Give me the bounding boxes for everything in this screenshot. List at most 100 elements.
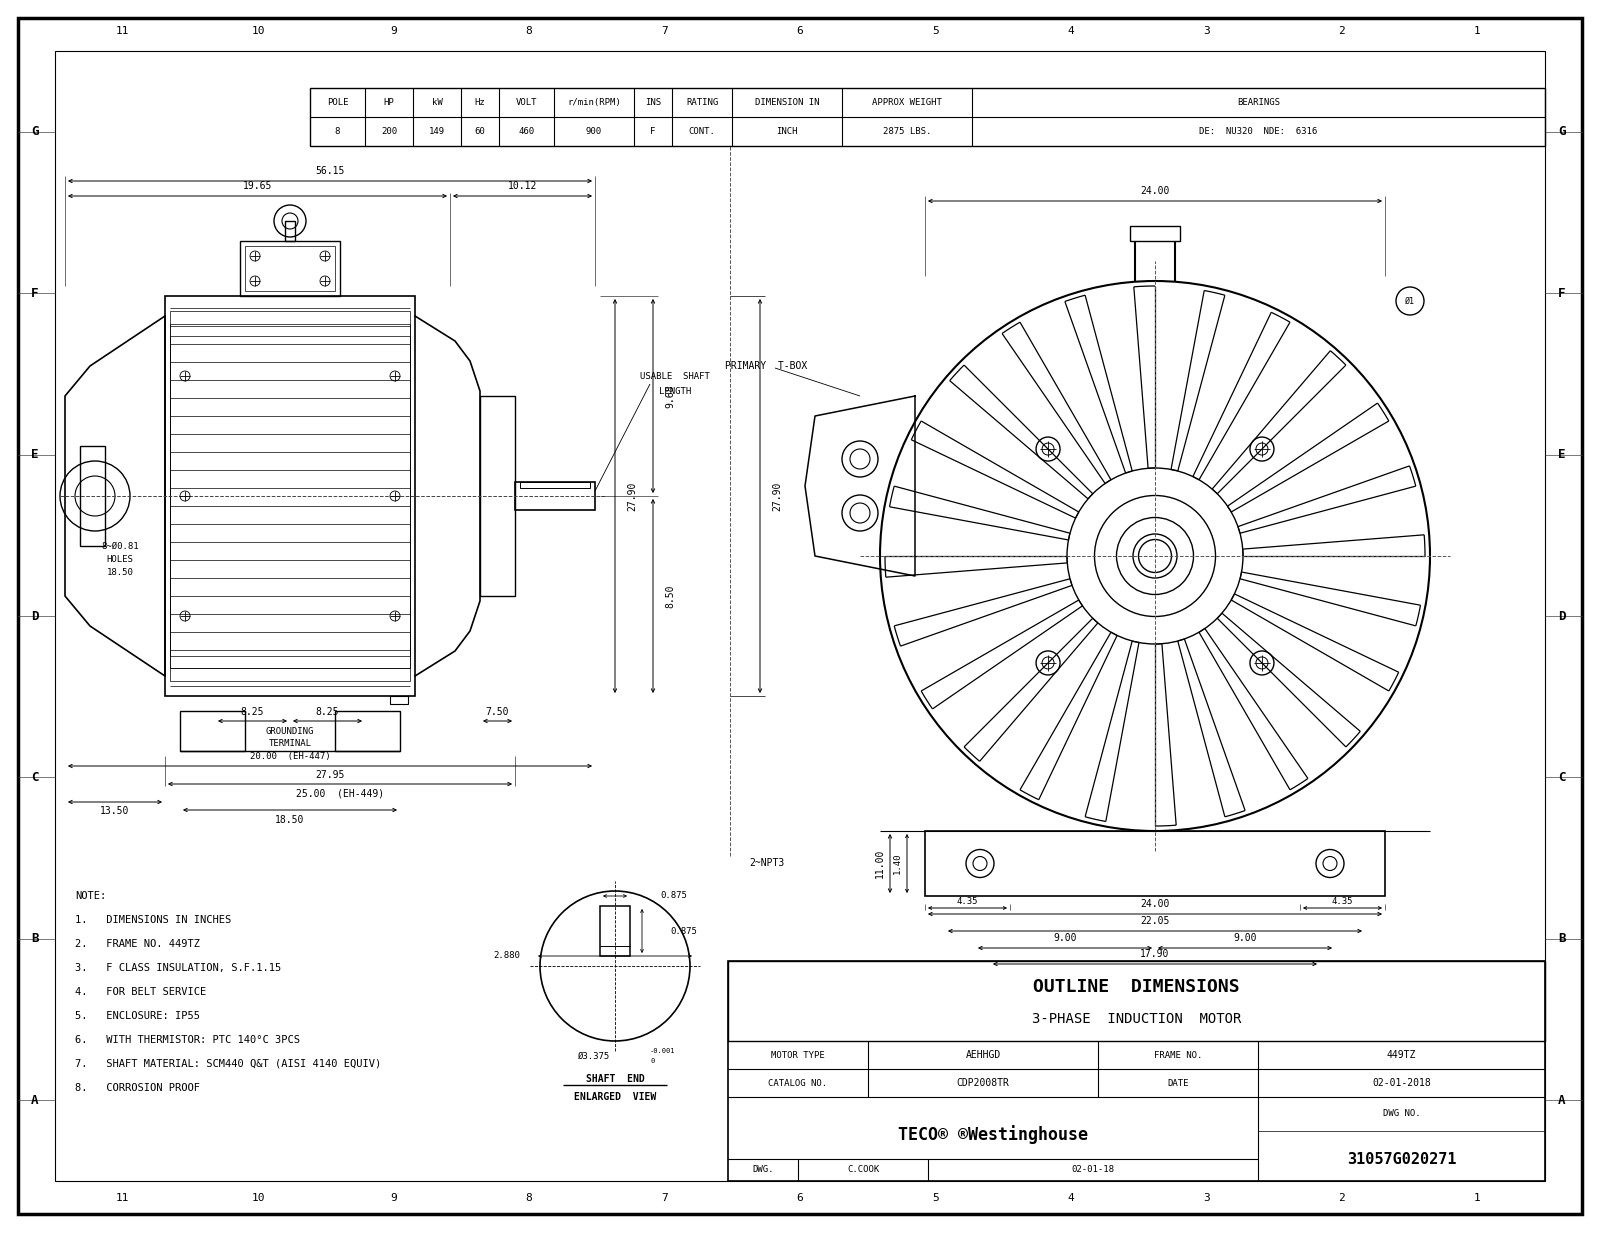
Text: 60: 60 <box>475 127 485 136</box>
Text: 1: 1 <box>1474 26 1480 36</box>
Bar <box>310 88 1546 146</box>
Text: 17.90: 17.90 <box>1141 949 1170 959</box>
Text: HP: HP <box>384 98 394 108</box>
Text: kW: kW <box>432 98 442 108</box>
Text: 22.05: 22.05 <box>1141 916 1170 926</box>
Text: F: F <box>1558 287 1566 299</box>
Text: INS: INS <box>645 98 661 108</box>
Text: 7.50: 7.50 <box>486 707 509 717</box>
Text: 6.   WITH THERMISTOR: PTC 140°C 3PCS: 6. WITH THERMISTOR: PTC 140°C 3PCS <box>75 1035 301 1044</box>
Bar <box>520 482 590 488</box>
Text: 20.00  (EH-447): 20.00 (EH-447) <box>250 751 330 760</box>
Text: 7: 7 <box>661 26 667 36</box>
Text: 3: 3 <box>1203 1193 1210 1203</box>
Text: 9.00: 9.00 <box>1234 933 1256 943</box>
Text: 449TZ: 449TZ <box>1387 1051 1416 1060</box>
Text: F: F <box>650 127 656 136</box>
Text: TECO® ®Westinghouse: TECO® ®Westinghouse <box>898 1125 1088 1145</box>
Text: RATING: RATING <box>686 98 718 108</box>
Text: 7.   SHAFT MATERIAL: SCM440 Q&T (AISI 4140 EQUIV): 7. SHAFT MATERIAL: SCM440 Q&T (AISI 4140… <box>75 1059 381 1069</box>
Text: 24.00: 24.00 <box>1141 185 1170 197</box>
Text: 56.15: 56.15 <box>315 166 344 176</box>
Text: LENGTH: LENGTH <box>659 387 691 396</box>
Text: 18.50: 18.50 <box>275 815 304 824</box>
Text: 6: 6 <box>797 26 803 36</box>
Text: 9: 9 <box>390 1193 397 1203</box>
Text: 19.65: 19.65 <box>243 180 272 192</box>
Text: C: C <box>32 771 38 784</box>
Text: DIMENSION IN: DIMENSION IN <box>755 98 819 108</box>
Text: CDP2008TR: CDP2008TR <box>957 1078 1010 1088</box>
Text: 8: 8 <box>526 1193 533 1203</box>
Text: 02-01-18: 02-01-18 <box>1072 1166 1115 1174</box>
Text: B: B <box>1558 932 1566 946</box>
Text: 11: 11 <box>115 26 130 36</box>
Bar <box>181 711 245 751</box>
Text: TERMINAL: TERMINAL <box>269 738 312 748</box>
Text: 3.   F CLASS INSULATION, S.F.1.15: 3. F CLASS INSULATION, S.F.1.15 <box>75 963 282 973</box>
Text: 5: 5 <box>933 26 939 36</box>
Text: B: B <box>32 932 38 946</box>
Text: A: A <box>1558 1094 1566 1106</box>
Bar <box>170 311 410 681</box>
Text: AEHHGD: AEHHGD <box>965 1051 1000 1060</box>
Text: 9.00: 9.00 <box>1053 933 1077 943</box>
Text: DWG.: DWG. <box>752 1166 774 1174</box>
Text: 5: 5 <box>933 1193 939 1203</box>
Text: 460: 460 <box>518 127 534 136</box>
Text: 27.90: 27.90 <box>627 481 637 510</box>
Text: FRAME NO.: FRAME NO. <box>1154 1051 1202 1059</box>
Text: 31057G020271: 31057G020271 <box>1347 1152 1456 1168</box>
Text: 2875 LBS.: 2875 LBS. <box>883 127 931 136</box>
Text: 2: 2 <box>1339 26 1346 36</box>
Text: 8.25: 8.25 <box>315 707 339 717</box>
Text: 6: 6 <box>797 1193 803 1203</box>
Text: A: A <box>32 1094 38 1106</box>
Text: 4.35: 4.35 <box>957 896 978 906</box>
Bar <box>728 962 1546 1041</box>
Text: 10: 10 <box>251 1193 266 1203</box>
Text: 8: 8 <box>334 127 341 136</box>
Text: 0: 0 <box>650 1058 654 1064</box>
Text: E: E <box>1558 449 1566 461</box>
Text: 200: 200 <box>381 127 397 136</box>
Text: 1: 1 <box>1474 1193 1480 1203</box>
Text: VOLT: VOLT <box>515 98 538 108</box>
Text: DWG NO.: DWG NO. <box>1382 1109 1421 1119</box>
Text: F: F <box>32 287 38 299</box>
Bar <box>1130 226 1181 241</box>
Bar <box>170 324 410 667</box>
Text: 3-PHASE  INDUCTION  MOTOR: 3-PHASE INDUCTION MOTOR <box>1032 1011 1242 1026</box>
Text: BEARINGS: BEARINGS <box>1237 98 1280 108</box>
Text: 27.90: 27.90 <box>773 481 782 510</box>
Text: 11: 11 <box>115 1193 130 1203</box>
Text: 2.   FRAME NO. 449TZ: 2. FRAME NO. 449TZ <box>75 939 200 949</box>
Text: HOLES: HOLES <box>107 555 133 564</box>
Text: Ø1: Ø1 <box>1405 297 1414 305</box>
Text: 4: 4 <box>1067 26 1074 36</box>
Text: MOTOR TYPE: MOTOR TYPE <box>771 1051 826 1059</box>
Text: 149: 149 <box>429 127 445 136</box>
Text: 8.25: 8.25 <box>240 707 264 717</box>
Text: GROUNDING: GROUNDING <box>266 727 314 735</box>
Bar <box>925 831 1386 896</box>
Text: 900: 900 <box>586 127 602 136</box>
Bar <box>165 295 414 696</box>
Text: NOTE:: NOTE: <box>75 891 106 901</box>
Text: C.COOK: C.COOK <box>846 1166 878 1174</box>
Text: 4: 4 <box>1067 1193 1074 1203</box>
Text: Hz: Hz <box>475 98 485 108</box>
Text: G: G <box>32 125 38 138</box>
Text: 27.95: 27.95 <box>315 770 344 780</box>
Text: 8~Ø0.81: 8~Ø0.81 <box>101 541 139 550</box>
Text: CATALOG NO.: CATALOG NO. <box>768 1079 827 1088</box>
Text: ENLARGED  VIEW: ENLARGED VIEW <box>574 1091 656 1103</box>
Text: 2: 2 <box>1339 1193 1346 1203</box>
Text: 3: 3 <box>1203 26 1210 36</box>
Text: 2~NPT3: 2~NPT3 <box>750 859 786 869</box>
Bar <box>600 906 630 955</box>
Text: G: G <box>1558 125 1566 138</box>
Text: OUTLINE  DIMENSIONS: OUTLINE DIMENSIONS <box>1034 978 1240 996</box>
Text: 8.   CORROSION PROOF: 8. CORROSION PROOF <box>75 1083 200 1093</box>
Bar <box>728 962 1546 1182</box>
